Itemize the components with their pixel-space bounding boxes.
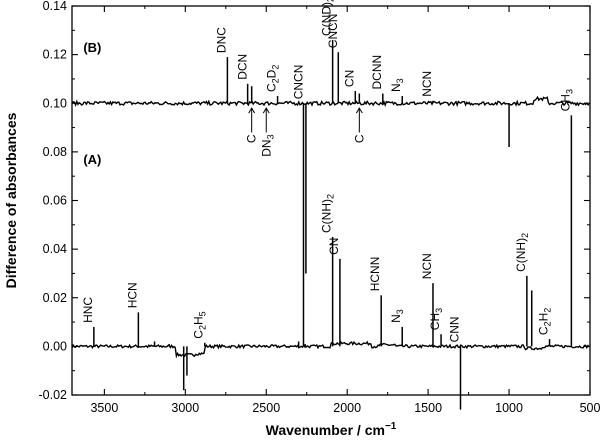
peak-label: CH3 xyxy=(428,308,444,330)
y-tick-label: 0.10 xyxy=(43,96,67,110)
peak-label: CH3 xyxy=(558,89,574,111)
y-tick-label: 0.08 xyxy=(43,145,67,159)
annotation-arrowhead xyxy=(248,107,256,114)
peak-label: C2H2 xyxy=(537,308,553,335)
peak-label: CNCN xyxy=(291,65,305,100)
x-tick-label: 3500 xyxy=(90,401,118,415)
peak-label: CN xyxy=(342,70,356,87)
y-tick-label: 0.00 xyxy=(43,339,67,353)
peak-label: NCN xyxy=(420,71,434,97)
peak-label: C(ND)2 xyxy=(320,0,336,36)
peak-label: C2D2 xyxy=(265,65,281,92)
peak-label: HCNN xyxy=(368,257,382,292)
y-tick-label: 0.06 xyxy=(43,194,67,208)
peak-label: CNCN xyxy=(326,14,340,49)
x-tick-label: 3000 xyxy=(171,401,199,415)
x-axis-title: Wavenumber / cm−1 xyxy=(266,421,397,438)
panel-label-a: (A) xyxy=(83,152,101,167)
peak-label: DCNN xyxy=(370,55,384,90)
peak-label: N3 xyxy=(389,309,405,323)
series-baseline-b xyxy=(71,95,590,108)
x-axis-title-exponent: −1 xyxy=(385,421,397,432)
series-baseline-a xyxy=(71,340,590,359)
annotation-arrowhead xyxy=(262,107,270,114)
y-tick-label: -0.02 xyxy=(39,388,68,402)
peak-label: C2H5 xyxy=(192,311,208,338)
axes-layer: 3500 3000 2500 2000 1500 1000 500 -0.02 0.00 0.02… xyxy=(39,0,600,415)
peak-label: HNC xyxy=(81,297,95,323)
peak-label: C(NH)2 xyxy=(514,233,530,272)
peak-label: HCN xyxy=(125,282,139,308)
y-axis-title: Difference of absorbances xyxy=(3,112,19,288)
y-tick-label: 0.14 xyxy=(43,0,67,13)
peak-label: CNN xyxy=(448,316,462,342)
x-tick-label: 2500 xyxy=(252,401,280,415)
arrow-label: C xyxy=(245,134,259,143)
y-tick-label: 0.02 xyxy=(43,291,67,305)
peak-label: NCN xyxy=(420,253,434,279)
peak-label: CN xyxy=(327,238,341,255)
peak-label: N3 xyxy=(389,78,405,92)
x-tick-label: 1000 xyxy=(495,401,523,415)
series-layer xyxy=(71,40,590,410)
annotation-arrowhead xyxy=(355,107,363,114)
y-tick-label: 0.04 xyxy=(43,242,67,256)
peak-label-layer: HNC HCN C2H5 C(NH)2 CN HCNN N3 NCN CH3 CNN C(NH)2 C… xyxy=(81,0,575,342)
x-tick-label: 2000 xyxy=(333,401,361,415)
peak-label: C(NH)2 xyxy=(320,194,336,233)
arrow-label: DN3 xyxy=(259,134,275,156)
x-axis-title-text: Wavenumber / cm xyxy=(266,422,385,438)
y-tick-label: 0.12 xyxy=(43,48,67,62)
arrow-label: C xyxy=(352,134,366,143)
panel-label-b: (B) xyxy=(83,40,101,55)
x-tick-label: 500 xyxy=(580,401,600,415)
peak-label: DCN xyxy=(235,54,249,80)
x-tick-label: 1500 xyxy=(414,401,442,415)
peak-label: DNC xyxy=(214,27,228,53)
